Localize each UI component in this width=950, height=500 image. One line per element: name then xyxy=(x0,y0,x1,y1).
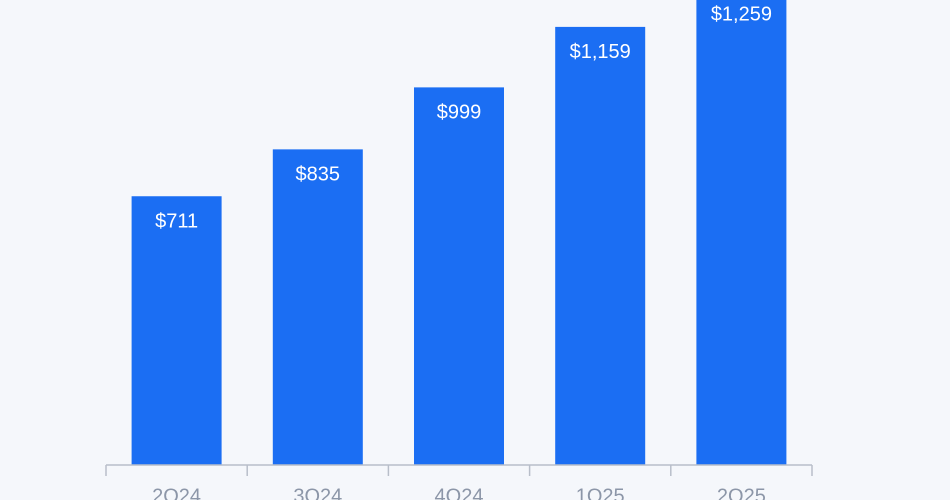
bar xyxy=(272,149,363,465)
value-label: $835 xyxy=(296,164,341,186)
x-tick-label: 3Q24 xyxy=(293,485,342,500)
bar xyxy=(696,0,787,466)
bar xyxy=(414,87,504,466)
bar xyxy=(555,26,646,465)
x-tick-label: 1Q25 xyxy=(576,485,625,500)
x-tick-label: 2Q24 xyxy=(152,485,201,500)
x-tick-label: 4Q24 xyxy=(435,485,484,500)
value-label: $711 xyxy=(155,211,198,233)
bar xyxy=(131,196,222,465)
value-label: $999 xyxy=(437,102,482,124)
x-tick-label: 2Q25 xyxy=(717,485,766,500)
value-label: $1,159 xyxy=(570,41,631,63)
value-label: $1,259 xyxy=(711,3,772,25)
